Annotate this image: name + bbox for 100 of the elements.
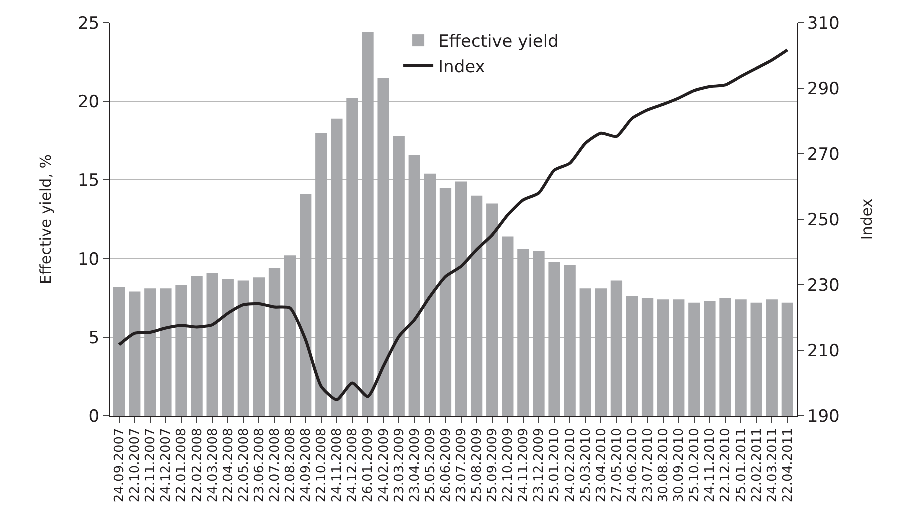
- x-tick-label: 22.12.2010: [718, 428, 734, 503]
- bar: [191, 276, 203, 416]
- x-tick-label: 25.01.2010: [548, 428, 563, 503]
- bar: [331, 118, 343, 416]
- bar: [533, 250, 545, 416]
- line-series: [118, 48, 790, 402]
- x-tick-label: 26.01.2009: [361, 428, 376, 503]
- x-tick-label: 22.10.2008: [314, 428, 330, 503]
- bar: [642, 298, 654, 416]
- x-tick-label: 23.07.2010: [641, 428, 656, 503]
- x-tick-label: 22.04.2008: [221, 428, 236, 503]
- x-tick-label: 23.12.2009: [532, 428, 548, 503]
- bar: [750, 302, 762, 416]
- y2-tick-label: 230: [807, 276, 840, 296]
- bar: [424, 174, 436, 416]
- x-tick-label: 25.09.2009: [486, 428, 501, 503]
- bar: [658, 300, 670, 416]
- x-tick-label: 25.08.2009: [470, 428, 486, 503]
- bar: [206, 272, 218, 416]
- x-tick-label: 23.03.2009: [392, 428, 408, 503]
- x-tick-label: 23.07.2009: [454, 428, 470, 503]
- x-tick-label: 22.08.2008: [284, 428, 299, 503]
- bar: [114, 287, 126, 416]
- bar: [502, 236, 514, 416]
- x-tick-label: 24.02.2010: [563, 428, 578, 503]
- bar: [238, 280, 250, 416]
- y2-tick-label: 270: [807, 144, 840, 165]
- bar: [673, 300, 685, 416]
- x-tick-label: 25.01.2011: [734, 428, 750, 503]
- x-tick-label: 25.03.2010: [578, 428, 594, 503]
- bar: [455, 182, 468, 416]
- bar: [176, 286, 188, 416]
- x-tick-label: 30.09.2010: [672, 428, 688, 503]
- x-tick-label: 24.03.2011: [765, 428, 780, 503]
- x-tick-label: 22.04.2011: [780, 428, 796, 503]
- y2-tick-label: 210: [807, 341, 840, 362]
- x-tick-label: 22.01.2008: [174, 428, 190, 503]
- y2-tick-label: 290: [807, 79, 840, 100]
- bar: [268, 268, 281, 416]
- x-tick-label: 24.09.2007: [112, 428, 128, 503]
- bar: [144, 288, 156, 416]
- bar: [720, 298, 732, 416]
- x-tick-label: 22.02.2011: [750, 428, 765, 503]
- y-tick-label: 10: [78, 250, 100, 270]
- bar: [470, 196, 483, 416]
- x-tick-label: 22.10.2007: [128, 428, 144, 503]
- x-tick-label: 24.09.2008: [299, 428, 314, 503]
- bar: [362, 32, 374, 416]
- x-tick-label: 23.04.2010: [594, 428, 610, 503]
- x-tick-label: 22.11.2007: [144, 428, 159, 503]
- bar: [129, 292, 141, 416]
- y2-axis-title: Index: [858, 198, 876, 240]
- x-tick-label: 22.07.2008: [268, 428, 283, 503]
- x-tick-label: 22.05.2008: [236, 428, 252, 503]
- x-tick-label: 25.10.2010: [688, 428, 703, 503]
- bar: [580, 288, 592, 416]
- bar: [595, 288, 607, 416]
- x-tick-label: 24.12.2008: [346, 428, 361, 503]
- y2-tick-label: 250: [807, 210, 840, 230]
- y-tick-label: 20: [78, 92, 100, 113]
- y-tick-label: 15: [78, 171, 100, 192]
- bar: [160, 288, 172, 416]
- y2-tick-label: 310: [807, 14, 840, 34]
- y-tick-label: 25: [78, 14, 100, 34]
- bar: [316, 133, 328, 416]
- bar: [300, 194, 312, 416]
- bar: [548, 262, 560, 416]
- y-tick-label: 0: [88, 406, 100, 427]
- x-tick-label: 24.02.2009: [376, 428, 392, 503]
- bar: [393, 136, 405, 416]
- bar: [408, 155, 420, 416]
- bar: [766, 300, 778, 416]
- bar: [440, 188, 452, 416]
- x-tick-label: 24.11.2008: [330, 428, 346, 503]
- x-tick-label: 22.10.2009: [501, 428, 516, 503]
- bar: [735, 300, 747, 416]
- x-tick-label: 25.05.2009: [423, 428, 438, 503]
- x-tick-label: 30.08.2010: [656, 428, 672, 503]
- x-tick-label: 23.04.2009: [408, 428, 423, 503]
- x-tick-label: 24.12.2007: [159, 428, 174, 503]
- bar: [518, 249, 530, 416]
- bar: [253, 278, 266, 416]
- x-tick-label: 22.02.2008: [190, 428, 206, 503]
- bar: [564, 265, 576, 416]
- x-tick-label: 24.11.2009: [516, 428, 532, 503]
- x-tick-label: 24.11.2010: [703, 428, 718, 503]
- bar: [346, 98, 358, 416]
- legend-label: Index: [438, 57, 486, 78]
- bar: [222, 279, 234, 416]
- bar: [284, 256, 296, 416]
- x-tick-label: 27.05.2010: [610, 428, 625, 503]
- bar: [688, 302, 700, 416]
- bar: [704, 301, 716, 416]
- legend-label: Effective yield: [438, 32, 559, 52]
- bar: [486, 204, 498, 416]
- bar: [610, 280, 623, 416]
- y-tick-label: 5: [88, 328, 100, 348]
- x-tick-label: 26.06.2009: [438, 428, 454, 503]
- y-axis-title: Effective yield, %: [37, 154, 56, 284]
- x-tick-label: 24.03.2008: [206, 428, 221, 503]
